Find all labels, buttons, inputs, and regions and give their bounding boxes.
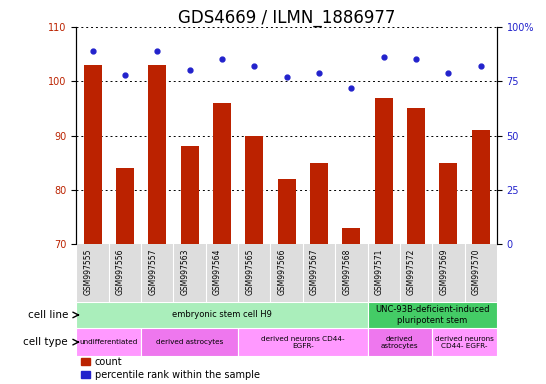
Bar (141, 328, 238, 356)
Bar (432, 328, 497, 356)
Text: cell line: cell line (28, 310, 68, 320)
Bar (342, 228, 360, 244)
Text: derived neurons CD44-
EGFR-: derived neurons CD44- EGFR- (261, 336, 345, 349)
Bar (149, 65, 166, 244)
Bar (278, 179, 295, 244)
Text: GSM997570: GSM997570 (472, 249, 480, 295)
Bar (472, 130, 490, 244)
Bar (76, 328, 141, 356)
Text: GSM997567: GSM997567 (310, 249, 319, 295)
Text: GSM997555: GSM997555 (84, 249, 93, 295)
Bar (181, 146, 199, 244)
Text: undifferentiated: undifferentiated (80, 339, 138, 345)
Text: GSM997565: GSM997565 (245, 249, 254, 295)
Text: GSM997564: GSM997564 (213, 249, 222, 295)
Text: GSM997563: GSM997563 (181, 249, 189, 295)
Bar (213, 103, 231, 244)
Bar (245, 136, 263, 244)
Text: GSM997568: GSM997568 (342, 249, 351, 295)
Bar (375, 98, 393, 244)
Text: embryonic stem cell H9: embryonic stem cell H9 (172, 310, 272, 319)
Text: GSM997566: GSM997566 (278, 249, 287, 295)
Bar (440, 163, 457, 244)
Legend: count, percentile rank within the sample: count, percentile rank within the sample (81, 357, 260, 380)
Text: cell type: cell type (23, 337, 68, 347)
Bar (238, 328, 367, 356)
Title: GDS4669 / ILMN_1886977: GDS4669 / ILMN_1886977 (178, 9, 395, 27)
Bar (367, 328, 432, 356)
Bar (407, 108, 425, 244)
Text: derived astrocytes: derived astrocytes (156, 339, 223, 345)
Text: GSM997557: GSM997557 (149, 249, 157, 295)
Text: GSM997572: GSM997572 (407, 249, 416, 295)
Bar (310, 163, 328, 244)
Bar (116, 168, 134, 244)
Text: GSM997556: GSM997556 (116, 249, 125, 295)
Text: GSM997569: GSM997569 (440, 249, 448, 295)
Text: UNC-93B-deficient-induced
pluripotent stem: UNC-93B-deficient-induced pluripotent st… (375, 305, 489, 324)
Text: derived
astrocytes: derived astrocytes (381, 336, 419, 349)
Bar (76, 302, 367, 328)
Bar (367, 302, 497, 328)
Text: derived neurons
CD44- EGFR-: derived neurons CD44- EGFR- (435, 336, 494, 349)
Text: GSM997571: GSM997571 (375, 249, 384, 295)
Bar (84, 65, 102, 244)
